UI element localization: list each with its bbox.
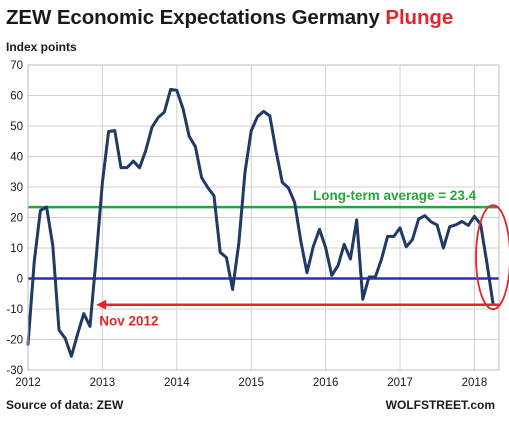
series-layer — [26, 87, 495, 358]
y-tick-label: 70 — [10, 60, 23, 72]
y-tick-label: 60 — [10, 91, 23, 103]
y-tick-label: 50 — [10, 121, 23, 133]
x-tick-label: 2016 — [313, 377, 339, 389]
zew-series-line — [26, 87, 495, 358]
y-tick-label: 30 — [10, 182, 23, 194]
chart-title-main: ZEW Economic Expectations Germany — [6, 6, 380, 29]
x-tick-label: 2013 — [90, 377, 116, 389]
x-tick-label: 2014 — [164, 377, 190, 389]
x-tick-label: 2018 — [462, 377, 488, 389]
long-term-average-label: Long-term average = 23.4 — [313, 188, 477, 203]
plunge-highlight-ellipse — [475, 204, 509, 311]
y-tick-label: 0 — [17, 274, 23, 286]
plot-frame — [27, 64, 500, 371]
reference-lines — [28, 205, 499, 280]
y-tick-label: -30 — [6, 365, 23, 377]
annotations: Nov 2012 Long-term average = 23.4 — [96, 188, 509, 329]
source-note: Source of data: ZEW — [6, 398, 124, 412]
nov-2012-label: Nov 2012 — [99, 314, 158, 329]
x-tick-label: 2012 — [15, 377, 41, 389]
y-tick-label: 10 — [10, 243, 23, 255]
x-tick-label: 2015 — [238, 377, 264, 389]
y-tick-label: 40 — [10, 152, 23, 164]
chart-title: ZEW Economic Expectations Germany Plunge — [6, 6, 453, 30]
brand-label: WOLFSTREET.com — [385, 398, 495, 412]
y-tick-label: -20 — [6, 335, 23, 347]
y-tick-label: 20 — [10, 213, 23, 225]
x-tick-label: 2017 — [387, 377, 413, 389]
y-tick-label: -10 — [6, 304, 23, 316]
nov-2012-arrowhead — [96, 299, 107, 310]
chart-title-highlight: Plunge — [385, 6, 454, 29]
y-axis-label: Index points — [6, 40, 77, 54]
